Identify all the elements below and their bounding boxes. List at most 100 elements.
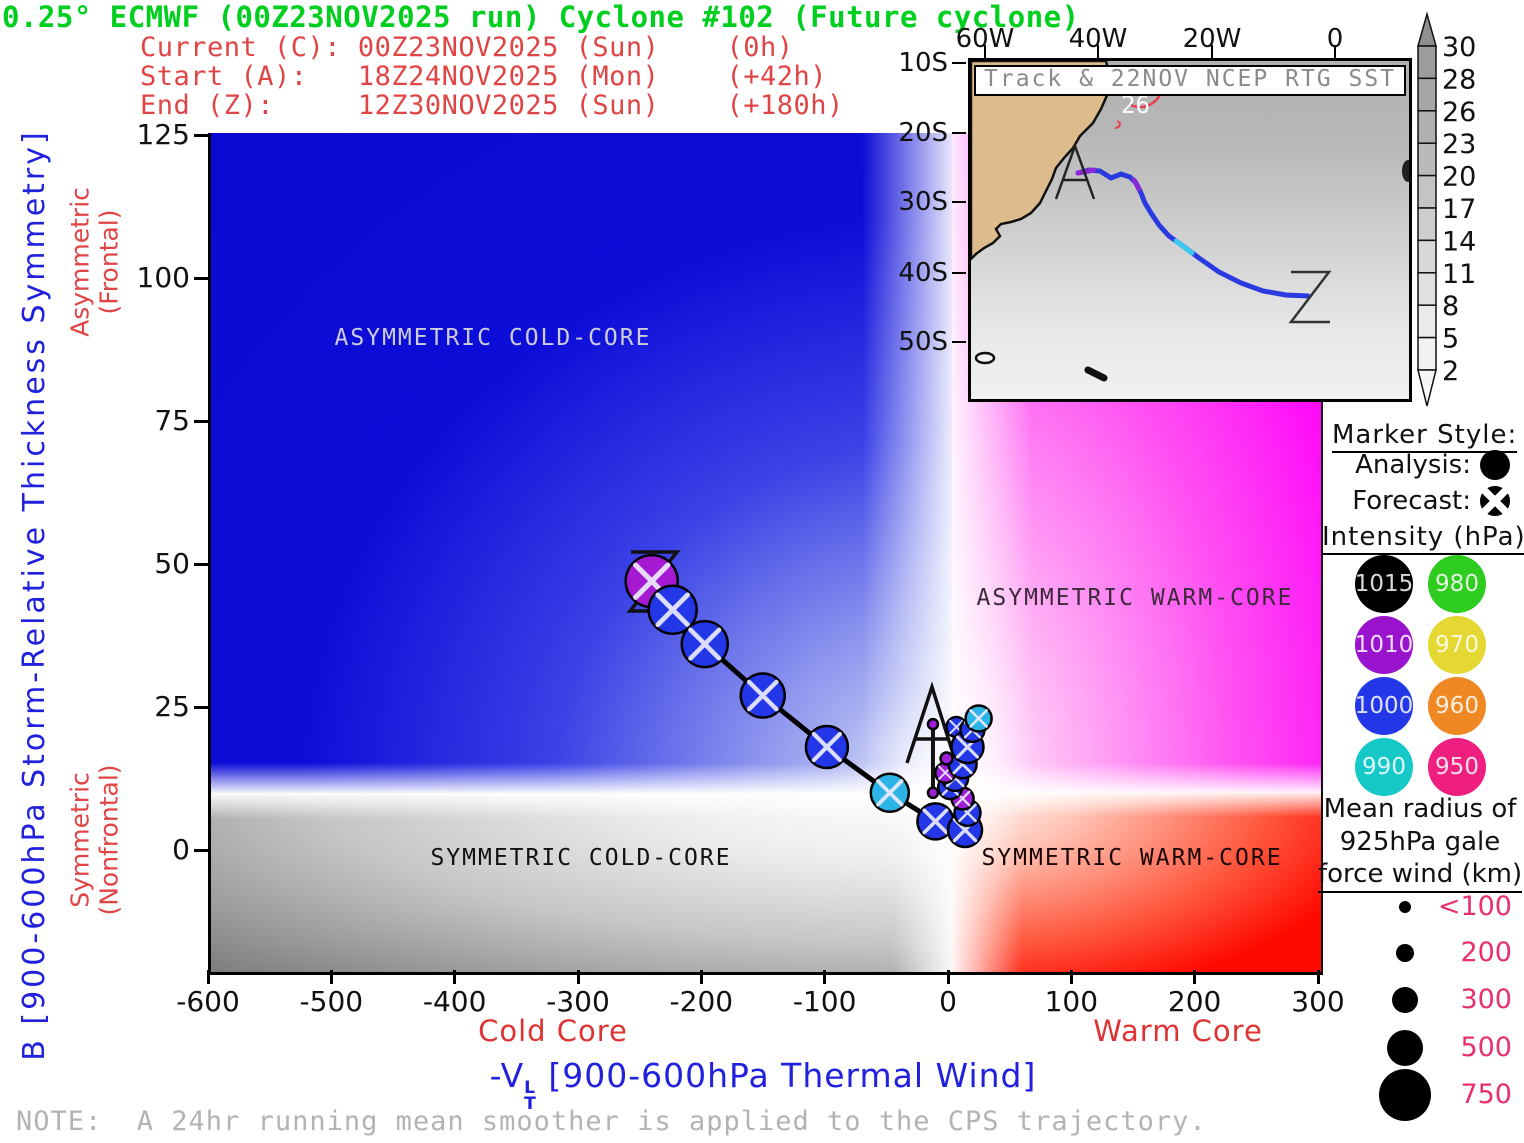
colorbar-tick-label: 5 xyxy=(1442,324,1459,355)
map-island2-icon xyxy=(1084,366,1108,382)
analysis-marker-icon xyxy=(1480,450,1510,480)
colorbar-tick-label: 30 xyxy=(1442,32,1476,63)
colorbar-tick-label: 17 xyxy=(1442,194,1476,225)
warm-core-axis-label: Warm Core xyxy=(1093,1014,1263,1048)
colorbar-top-arrow xyxy=(1417,11,1437,47)
x-axis-tick xyxy=(453,970,457,984)
page-title: 0.25° ECMWF (00Z23NOV2025 run) Cyclone #… xyxy=(2,0,1080,34)
header-start-line: Start (A): 18Z24NOV2025 (Mon) (+42h) xyxy=(140,61,827,92)
y-axis-tick-label: 0 xyxy=(172,833,190,866)
gale-size-label: 300 xyxy=(1460,984,1512,1015)
x-axis-tick-label: -100 xyxy=(792,985,857,1018)
y-axis-tick xyxy=(194,133,208,137)
gale-size-circle-<100 xyxy=(1399,901,1411,913)
colorbar-tick-label: 2 xyxy=(1442,356,1459,387)
asymmetric-label-line2: (Frontal) xyxy=(94,209,123,315)
colorbar-segment xyxy=(1417,336,1437,371)
symmetric-nonfrontal-label: Symmetric (Nonfrontal) xyxy=(65,680,124,1000)
colorbar-tick-label: 14 xyxy=(1442,226,1476,257)
y-axis-tick-label: 100 xyxy=(136,261,190,294)
intensity-swatch-950: 950 xyxy=(1428,738,1486,796)
x-axis-title: -V L T [900-600hPa Thermal Wind] xyxy=(490,1056,1037,1113)
map-lon-tick xyxy=(984,45,986,58)
x-axis-title-rest: [900-600hPa Thermal Wind] xyxy=(536,1056,1037,1095)
colorbar-segment xyxy=(1417,174,1437,209)
gale-size-label: <100 xyxy=(1437,891,1512,922)
x-axis-tick-label: 0 xyxy=(939,985,957,1018)
y-axis-tick-label: 125 xyxy=(136,118,190,151)
map-lat-tick xyxy=(952,272,966,274)
map-lon-tick xyxy=(1211,45,1213,58)
symmetric-label-line1: Symmetric xyxy=(65,772,95,908)
y-axis-title: B [900-600hPa Storm-Relative Thickness S… xyxy=(17,129,52,1061)
map-lat-label: 30S xyxy=(898,187,948,217)
y-axis-tick-label: 75 xyxy=(154,404,190,437)
x-axis-tick xyxy=(206,970,210,984)
x-axis-tick-label: 200 xyxy=(1167,985,1222,1018)
map-lon-tick xyxy=(1097,45,1099,58)
intensity-header: Intensity (hPa): xyxy=(1322,522,1524,555)
map-storm-track-purple-segment xyxy=(1075,167,1097,176)
y-axis-tick xyxy=(194,705,208,709)
x-axis-tick xyxy=(1316,970,1320,984)
gale-size-circle-300 xyxy=(1392,987,1418,1013)
x-axis-tick-label: 300 xyxy=(1291,985,1345,1018)
gale-header-line2: 925hPa gale xyxy=(1339,827,1501,857)
asymmetric-label-line1: Asymmetric xyxy=(65,187,95,337)
analysis-legend-row: Analysis: xyxy=(1355,450,1510,480)
map-lat-label: 10S xyxy=(898,48,948,78)
y-axis-tick xyxy=(194,419,208,423)
header-current-line: Current (C): 00Z23NOV2025 (Sun) (0h) xyxy=(140,32,794,63)
y-axis-tick-label: 50 xyxy=(154,547,190,580)
quadrant-symmetric-cold-core xyxy=(211,793,952,972)
map-lat-label: 20S xyxy=(898,118,948,148)
x-axis-tick-label: -300 xyxy=(546,985,610,1018)
gale-size-label: 200 xyxy=(1460,937,1512,968)
map-end-letter-Z xyxy=(1288,270,1332,324)
forecast-label: Forecast: xyxy=(1352,486,1471,516)
intensity-swatch-1000: 1000 xyxy=(1355,677,1413,735)
x-axis-tick xyxy=(1069,970,1073,984)
x-axis-tick xyxy=(823,970,827,984)
y-axis-tick xyxy=(194,276,208,280)
gale-size-label: 750 xyxy=(1460,1079,1512,1110)
colorbar-bottom-arrow xyxy=(1417,369,1437,407)
colorbar-segment xyxy=(1417,272,1437,306)
intensity-swatch-980: 980 xyxy=(1428,555,1486,613)
label-asymmetric-warm-core: ASYMMETRIC WARM-CORE xyxy=(976,585,1294,611)
marker-style-header: Marker Style: xyxy=(1332,420,1518,453)
map-lat-tick xyxy=(952,62,966,64)
x-axis-tick-label: -500 xyxy=(299,985,364,1018)
x-axis-tick xyxy=(946,970,950,984)
x-axis-tick xyxy=(699,970,703,984)
x-axis-tick-label: 100 xyxy=(1044,985,1099,1018)
x-axis-tick xyxy=(329,970,333,984)
quadrant-symmetric-warm-core xyxy=(952,793,1321,972)
gale-header-line3: force wind (km): xyxy=(1318,859,1524,893)
intensity-swatch-970: 970 xyxy=(1428,616,1486,674)
cold-core-axis-label: Cold Core xyxy=(478,1014,628,1048)
inset-map-title: Track & 22NOV NCEP RTG SST xyxy=(974,65,1406,96)
colorbar-segment xyxy=(1417,207,1437,242)
map-lat-tick xyxy=(952,341,966,343)
map-lat-label: 40S xyxy=(898,258,948,288)
map-lon-tick xyxy=(1334,45,1336,58)
gale-header-line1: Mean radius of xyxy=(1323,794,1517,824)
map-lon-label: 60W xyxy=(955,24,1015,54)
colorbar-segment xyxy=(1417,77,1437,112)
quadrant-asymmetric-cold-core xyxy=(211,133,952,793)
x-axis-tick-label: -600 xyxy=(176,985,240,1018)
colorbar-tick-label: 8 xyxy=(1442,291,1459,322)
gale-size-circle-200 xyxy=(1396,944,1414,962)
map-start-letter-A xyxy=(1054,142,1096,200)
map-lon-label: 0 xyxy=(1326,24,1344,54)
forecast-marker-icon xyxy=(1480,486,1510,516)
intensity-swatch-1015: 1015 xyxy=(1355,555,1413,613)
colorbar-segment xyxy=(1417,110,1437,144)
gale-size-label: 500 xyxy=(1460,1032,1512,1063)
intensity-swatch-1010: 1010 xyxy=(1355,616,1413,674)
colorbar-tick-label: 23 xyxy=(1442,129,1476,160)
map-lon-label: 40W xyxy=(1068,24,1128,54)
map-lon-label: 20W xyxy=(1182,24,1242,54)
